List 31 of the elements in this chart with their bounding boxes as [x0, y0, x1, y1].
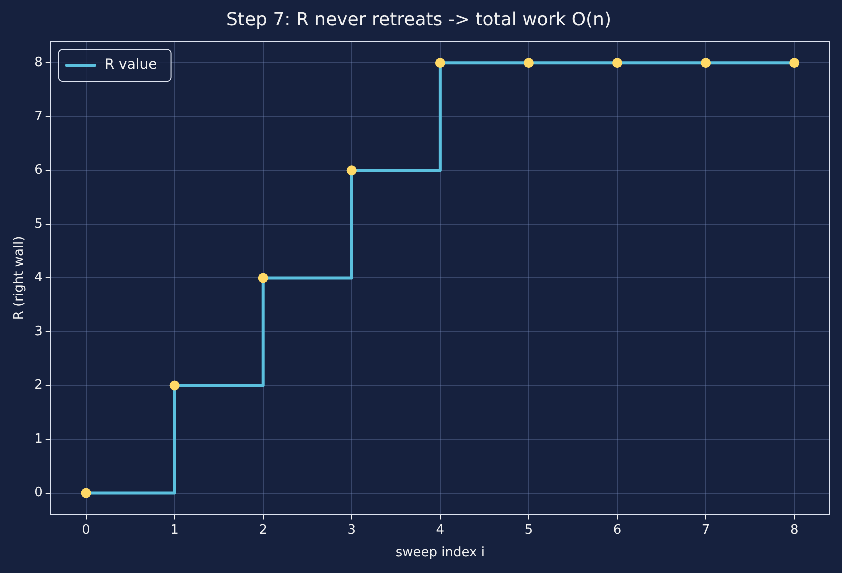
x-tick-label: 8 — [790, 522, 799, 538]
y-tick-label: 7 — [34, 109, 43, 124]
x-tick-label: 6 — [613, 522, 622, 538]
y-axis-title: R (right wall) — [12, 236, 28, 320]
y-tick-label: 3 — [34, 324, 43, 340]
y-tick-label: 0 — [34, 486, 43, 501]
point — [170, 380, 180, 391]
point — [435, 58, 446, 68]
y-tick-label: 2 — [34, 378, 43, 394]
point — [346, 166, 357, 176]
point — [81, 488, 92, 498]
x-axis-title: sweep index i — [396, 546, 485, 561]
x-tick-label: 3 — [348, 522, 356, 538]
x-tick-label: 7 — [702, 522, 710, 538]
x-tick-label: 4 — [436, 522, 445, 538]
point — [790, 58, 800, 68]
x-tick-label: 2 — [259, 522, 268, 538]
point — [258, 273, 268, 284]
chart-title: Step 7: R never retreats -> total work O(n) — [226, 9, 612, 30]
point — [524, 58, 534, 68]
y-tick-label: 4 — [34, 270, 43, 286]
y-tick-label: 6 — [34, 163, 43, 178]
y-tick-label: 8 — [34, 55, 43, 70]
point — [612, 58, 623, 68]
point — [701, 58, 712, 68]
y-tick-label: 5 — [34, 216, 43, 232]
x-tick-label: 0 — [82, 522, 90, 538]
legend-label: R value — [104, 57, 158, 74]
x-tick-label: 5 — [524, 522, 534, 538]
x-tick-label: 1 — [170, 522, 179, 538]
y-tick-label: 1 — [34, 432, 43, 447]
